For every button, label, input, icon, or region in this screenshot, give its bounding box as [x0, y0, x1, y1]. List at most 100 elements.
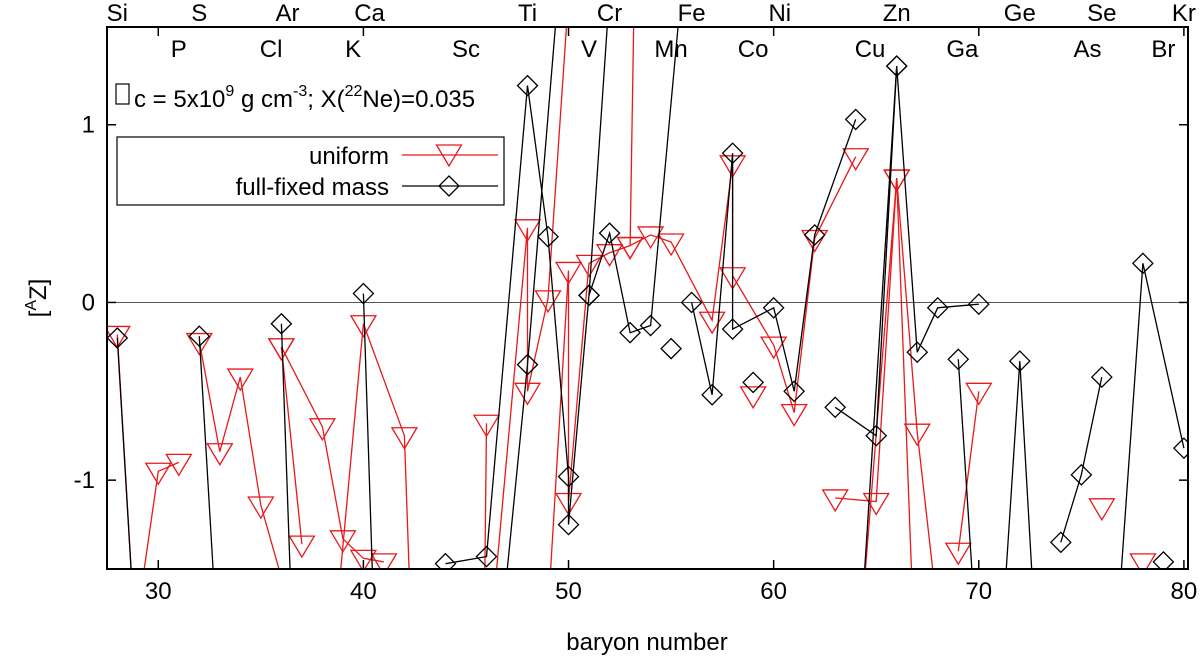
series-line-full-fixed-mass	[445, 27, 679, 565]
data-point-full-fixed-mass	[639, 314, 662, 337]
legend-marker-full-fixed-mass	[438, 175, 460, 197]
data-point-uniform	[657, 233, 685, 257]
data-series	[107, 27, 1188, 569]
series-line-full-fixed-mass	[1060, 376, 1103, 543]
data-point-full-fixed-mass	[1152, 550, 1175, 569]
series-line-uniform	[198, 341, 280, 569]
data-point-uniform	[107, 325, 131, 349]
element-label-as: As	[1073, 36, 1101, 63]
data-point-uniform	[636, 226, 665, 250]
data-point-full-fixed-mass	[1008, 350, 1031, 373]
element-labels: Si S Ar Ca Ti Cr Fe Ni Zn Ge Se Kr P Cl K Sc V Mn Co Cu Ga As…	[107, 0, 1196, 63]
series-line-uniform	[957, 391, 980, 552]
data-point-uniform	[780, 403, 808, 427]
data-point-full-fixed-mass	[516, 74, 539, 97]
data-point-uniform	[575, 254, 603, 278]
series-line-full-fixed-mass	[116, 337, 132, 569]
data-point-full-fixed-mass	[844, 108, 867, 131]
x-tick-label: 50	[555, 578, 582, 605]
data-point-full-fixed-mass	[824, 396, 847, 419]
data-point-uniform	[1088, 498, 1116, 522]
legend-label-uniform: uniform	[309, 143, 389, 170]
data-point-uniform	[513, 219, 542, 243]
data-point-uniform	[349, 549, 378, 569]
data-point-uniform	[370, 553, 398, 569]
legend-marker-uniform	[435, 144, 463, 168]
data-point-uniform	[390, 427, 419, 450]
data-point-full-fixed-mass	[1090, 366, 1113, 388]
data-point-full-fixed-mass	[598, 222, 621, 245]
data-point-full-fixed-mass	[721, 318, 744, 341]
element-label-ni: Ni	[768, 0, 791, 27]
element-label-ar: Ar	[276, 0, 300, 27]
data-point-full-fixed-mass	[352, 282, 375, 305]
data-point-full-fixed-mass	[270, 312, 293, 335]
series-line-full-fixed-mass	[1120, 263, 1185, 569]
element-label-v: V	[581, 36, 597, 63]
y-tick-label: 0	[82, 289, 95, 316]
y-tick-label: -1	[74, 467, 95, 494]
data-point-uniform	[165, 453, 193, 477]
data-point-full-fixed-mass	[188, 325, 211, 348]
x-tick-label: 30	[145, 578, 172, 605]
data-point-uniform	[595, 244, 624, 267]
data-point-full-fixed-mass	[926, 296, 949, 319]
data-point-full-fixed-mass	[906, 341, 929, 364]
data-point-full-fixed-mass	[721, 142, 744, 165]
annotation-box-glyph	[115, 83, 130, 105]
element-label-cl: Cl	[260, 36, 283, 63]
element-label-ca: Ca	[354, 0, 385, 27]
element-label-ge: Ge	[1004, 0, 1036, 27]
data-point-full-fixed-mass	[947, 348, 970, 371]
element-label-co: Co	[738, 36, 769, 63]
legend-box	[116, 136, 505, 206]
data-point-uniform	[821, 489, 849, 513]
data-point-uniform	[862, 492, 890, 516]
series-line-full-fixed-mass	[957, 359, 973, 569]
data-point-uniform	[965, 382, 993, 406]
series-line-uniform	[340, 323, 410, 569]
element-label-mn: Mn	[654, 36, 687, 63]
data-point-uniform	[944, 542, 972, 566]
series-line-full-fixed-mass	[1005, 361, 1033, 569]
data-point-uniform	[1129, 553, 1157, 569]
data-point-full-fixed-mass	[557, 465, 580, 488]
series-line-full-fixed-mass	[506, 27, 557, 569]
data-point-full-fixed-mass	[1049, 531, 1072, 554]
data-point-full-fixed-mass	[516, 353, 539, 376]
series-line-uniform	[495, 27, 568, 569]
data-point-uniform	[247, 496, 275, 520]
legend-label-full-fixed-mass: full-fixed mass	[236, 174, 389, 201]
data-point-full-fixed-mass	[680, 291, 703, 314]
element-label-k: K	[345, 36, 361, 63]
series-line-uniform	[484, 423, 488, 569]
x-tick-label: 60	[760, 578, 787, 605]
data-point-uniform	[739, 386, 767, 410]
data-point-full-fixed-mass	[1131, 252, 1154, 275]
series-line-full-fixed-mass	[690, 119, 857, 395]
data-point-full-fixed-mass	[660, 337, 683, 360]
legend: uniform full-fixed mass	[116, 136, 505, 206]
series-full-fixed-mass	[107, 27, 1188, 569]
series-line-uniform	[864, 177, 913, 569]
series-line-full-fixed-mass	[588, 27, 608, 296]
data-point-uniform	[206, 443, 234, 466]
data-point-uniform	[226, 368, 254, 392]
data-point-uniform	[513, 382, 542, 406]
data-point-uniform	[288, 535, 316, 559]
series-line-full-fixed-mass	[280, 323, 291, 569]
data-point-uniform	[616, 236, 644, 260]
data-point-full-fixed-mass	[783, 380, 806, 403]
data-point-full-fixed-mass	[762, 296, 785, 319]
data-point-full-fixed-mass	[701, 383, 724, 406]
data-point-full-fixed-mass	[557, 513, 580, 536]
data-point-uniform	[842, 148, 870, 171]
element-label-s: S	[191, 0, 207, 27]
y-tick-label: 1	[82, 112, 95, 139]
series-line-full-fixed-mass	[198, 336, 214, 569]
element-label-fe: Fe	[678, 0, 706, 27]
element-label-ti: Ti	[518, 0, 537, 27]
axes: 30 40 50 60 70 80 -1 0 1	[74, 27, 1197, 605]
data-point-uniform	[329, 530, 357, 554]
element-label-sc: Sc	[452, 36, 480, 63]
